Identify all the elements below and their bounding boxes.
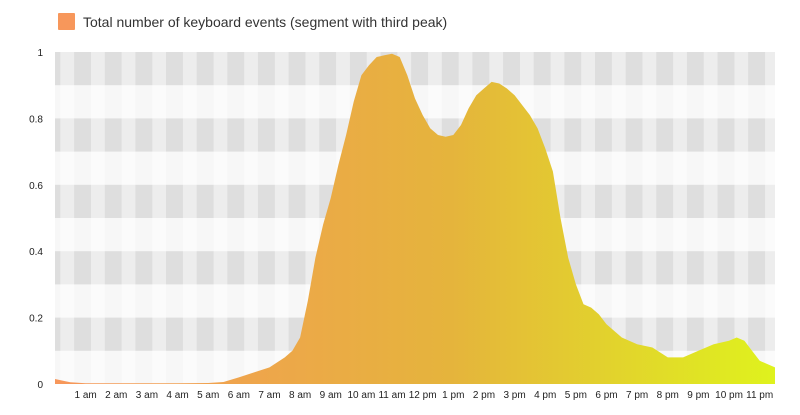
y-tick-label: 0.6 [29,181,43,192]
grid-stripe [274,52,289,384]
chart-legend: Total number of keyboard events (segment… [58,13,447,30]
x-tick-label: 12 pm [409,390,437,401]
grid-stripe [182,52,197,384]
x-tick-label: 5 pm [565,390,587,401]
legend-swatch [58,13,75,30]
y-tick-label: 0.2 [29,314,43,325]
grid-stripe [213,52,228,384]
x-tick-label: 7 pm [626,390,648,401]
x-tick-label: 1 pm [442,390,464,401]
x-tick-label: 11 pm [746,390,773,401]
x-tick-label: 8 am [289,390,311,401]
x-tick-label: 3 pm [503,390,525,401]
x-tick-label: 3 am [136,390,158,401]
legend-label: Total number of keyboard events (segment… [83,13,448,30]
x-tick-label: 2 am [105,390,127,401]
grid-stripe [611,52,626,384]
x-axis: 1 am 2 am 3 am 4 am 5 am 6 am 7 am 8 am 9 am 10 a… [75,390,774,401]
grid-stripe [60,52,75,384]
grid-stripe [244,52,258,384]
x-tick-label: 4 am [166,390,188,401]
x-tick-label: 11 am [378,390,405,401]
x-tick-label: 8 pm [657,390,679,401]
y-tick-label: 1 [37,48,43,59]
grid-stripe [673,52,687,384]
x-tick-label: 10 am [347,390,375,401]
y-axis: 0 0.2 0.4 0.6 0.8 1 [29,48,43,391]
grid-band [55,52,775,86]
grid-stripe [121,52,136,384]
y-tick-label: 0 [37,380,43,391]
grid-stripe [765,52,779,384]
grid-stripe [642,52,657,384]
x-tick-label: 9 pm [687,390,709,401]
x-tick-label: 10 pm [715,390,743,401]
x-tick-label: 6 am [228,390,250,401]
grid-stripe [703,52,718,384]
y-tick-label: 0.8 [29,114,43,125]
x-tick-label: 9 am [320,390,342,401]
x-tick-label: 1 am [75,390,97,401]
grid-stripe [734,52,749,384]
grid-stripe [581,52,595,384]
grid-stripe [152,52,167,384]
x-tick-label: 5 am [197,390,219,401]
area-layer [55,53,775,384]
y-tick-label: 0.4 [29,247,43,258]
series-area [55,53,775,384]
x-tick-label: 6 pm [595,390,617,401]
x-tick-label: 4 pm [534,390,556,401]
grid-stripe [91,52,105,384]
x-tick-label: 7 am [258,390,280,401]
x-tick-label: 2 pm [473,390,495,401]
